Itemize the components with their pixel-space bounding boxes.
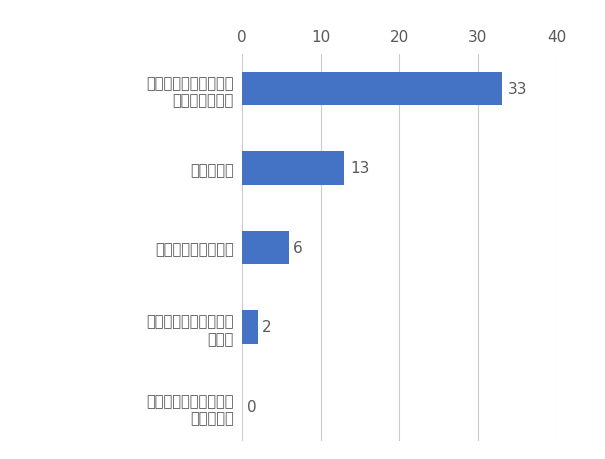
Bar [242, 73, 502, 106]
Bar [242, 310, 258, 344]
Text: 6: 6 [293, 241, 303, 255]
Bar [242, 231, 289, 264]
Text: 33: 33 [508, 82, 528, 97]
Bar [242, 152, 344, 185]
Text: 0: 0 [247, 399, 257, 414]
Text: 2: 2 [262, 319, 271, 335]
Text: 13: 13 [350, 161, 370, 176]
